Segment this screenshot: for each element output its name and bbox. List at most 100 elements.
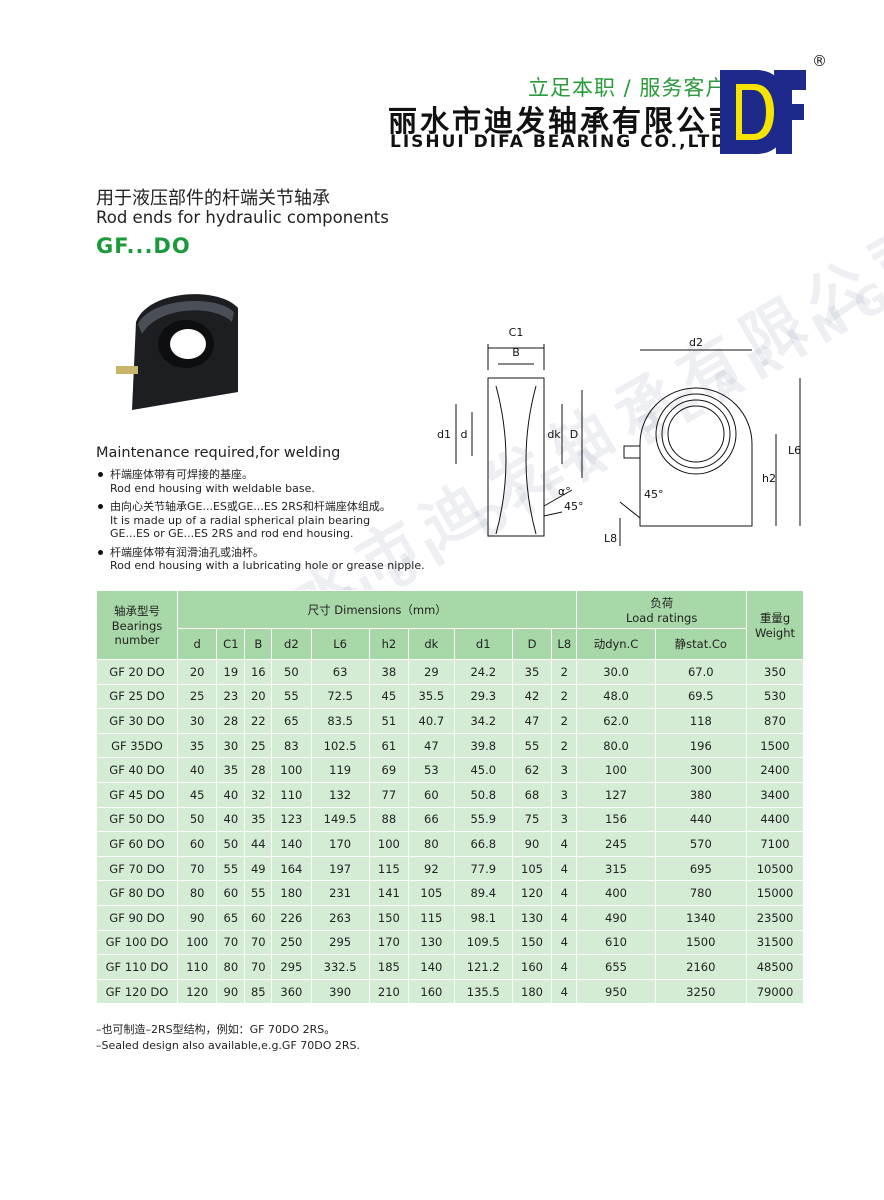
value-cell: 29.3 (453, 683, 513, 710)
value-cell: 35 (176, 732, 218, 759)
value-cell: 100 (176, 929, 218, 956)
value-cell: 80 (176, 880, 218, 906)
value-cell: 35 (511, 659, 553, 685)
value-cell: 380 (654, 781, 748, 808)
value-cell: 4 (551, 904, 578, 931)
feature-en: Rod end housing with a lubricating hole … (110, 559, 425, 572)
value-cell: 3 (551, 757, 578, 783)
inner-ring (661, 399, 731, 469)
outer-ring (655, 393, 737, 475)
value-cell: 30 (216, 732, 246, 759)
value-cell: 263 (310, 904, 370, 931)
value-cell: 23500 (746, 904, 804, 931)
label-b: B (512, 346, 520, 359)
value-cell: 115 (408, 904, 455, 931)
value-cell: 226 (271, 904, 312, 931)
grease-nipple (116, 366, 138, 374)
chamfer-leader (543, 511, 563, 517)
value-cell: 62.0 (576, 708, 656, 734)
value-cell: 105 (511, 855, 553, 882)
table-row: GF 120 DO 120 90 85 360 390 210 160 135.5 180 4 950… (96, 978, 804, 1005)
ball-outline (495, 385, 537, 535)
feature-en: Rod end housing with weldable base. (110, 481, 315, 495)
label-dk: dk (547, 428, 561, 441)
value-cell: 1340 (654, 904, 748, 931)
note: –Sealed design also available,e.g.GF 70D… (96, 1039, 361, 1052)
alpha-leader (543, 489, 573, 507)
model-cell: GF 90 DO (96, 904, 178, 931)
value-cell: 160 (408, 978, 455, 1005)
value-cell: 49 (244, 855, 273, 882)
value-cell: 120 (511, 880, 553, 906)
value-cell: 55 (271, 683, 312, 710)
value-cell: 130 (511, 904, 553, 931)
value-cell: 245 (576, 831, 656, 857)
value-cell: 870 (746, 708, 804, 734)
weight-header: 重量g Weight (746, 590, 804, 660)
value-cell: 2 (551, 659, 578, 685)
logo (720, 70, 806, 154)
column-header: L6 (310, 628, 370, 660)
value-cell: 2400 (746, 757, 804, 783)
value-cell: 490 (576, 904, 656, 931)
value-cell: 695 (654, 855, 748, 882)
value-cell: 53 (408, 757, 455, 783)
value-cell: 50 (271, 659, 312, 685)
value-cell: 2160 (654, 954, 748, 980)
value-cell: 45 (176, 781, 218, 808)
value-cell: 440 (654, 806, 748, 833)
value-cell: 3400 (746, 781, 804, 808)
value-cell: 32 (244, 781, 273, 808)
value-cell: 130 (408, 929, 455, 956)
value-cell: 34.2 (453, 708, 513, 734)
value-cell: 50 (216, 831, 246, 857)
value-cell: 40.7 (408, 708, 455, 734)
note: –也可制造–2RS型结构，例如：GF 70DO 2RS。 (96, 1023, 336, 1036)
table-row: GF 60 DO 60 50 44 140 170 100 80 66.8 90 4 245 570 71… (96, 831, 804, 857)
value-cell: 4 (551, 855, 578, 882)
value-cell: 135.5 (453, 978, 513, 1005)
value-cell: 118 (654, 708, 748, 734)
label-alpha: α° (558, 485, 571, 498)
value-cell: 98.1 (453, 904, 513, 931)
dimensions-header: 尺寸 Dimensions（mm） (176, 590, 578, 629)
table-head: 轴承型号 Bearings number 尺寸 Dimensions（mm） 负荷… (96, 590, 804, 660)
value-cell: 132 (310, 781, 370, 808)
value-cell: 570 (654, 831, 748, 857)
header-row: 轴承型号 Bearings number 尺寸 Dimensions（mm） 负荷… (96, 590, 804, 660)
value-cell: 4 (551, 831, 578, 857)
table-row: GF 100 DO 100 70 70 250 295 170 130 109.5 150 4 610… (96, 929, 804, 956)
table-row: GF 25 DO 25 23 20 55 72.5 45 35.5 29.3 42 2 48.0 69.… (96, 683, 804, 710)
feature-en: GE...ES or GE...ES 2RS and rod end housi… (110, 527, 354, 540)
value-cell: 3 (551, 781, 578, 808)
value-cell: 1500 (746, 732, 804, 759)
grease-nipple (623, 445, 641, 459)
model-cell: GF 100 DO (96, 929, 178, 956)
value-cell: 25 (176, 683, 218, 710)
value-cell: 315 (576, 855, 656, 882)
value-cell: 48500 (746, 954, 804, 980)
model-cell: GF 40 DO (96, 757, 178, 783)
logo-d-core (742, 90, 766, 134)
value-cell: 45 (368, 683, 410, 710)
registered-mark: ® (812, 52, 827, 70)
value-cell: 100 (576, 757, 656, 783)
model-cell: GF 30 DO (96, 708, 178, 734)
value-cell: 35 (216, 757, 246, 783)
column-header: B (244, 628, 273, 660)
value-cell: 4 (551, 978, 578, 1005)
value-cell: 44 (244, 831, 273, 857)
column-header: L8 (551, 628, 578, 660)
value-cell: 55 (511, 732, 553, 759)
value-cell: 55 (216, 855, 246, 882)
value-cell: 31500 (746, 929, 804, 956)
weight-cn: 重量g (759, 611, 791, 625)
value-cell: 400 (576, 880, 656, 906)
title-en: Rod ends for hydraulic components (96, 208, 389, 227)
feature-cn: 由向心关节轴承GE...ES或GE...ES 2RS和杆端座体组成。 (110, 500, 391, 513)
housing-highlight (138, 300, 234, 334)
value-cell: 42 (511, 683, 553, 710)
value-cell: 69.5 (654, 683, 748, 710)
bore (667, 405, 725, 463)
value-cell: 60 (176, 831, 218, 857)
